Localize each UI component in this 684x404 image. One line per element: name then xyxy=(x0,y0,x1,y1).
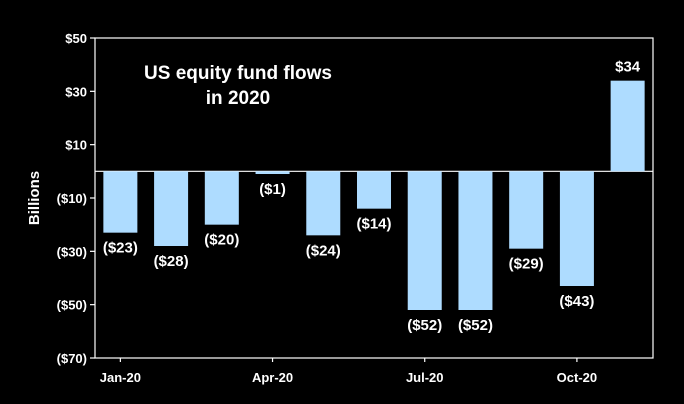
y-axis-title: Billions xyxy=(26,171,43,225)
y-tick-label: $30 xyxy=(65,84,87,99)
x-tick-label: Oct-20 xyxy=(557,370,597,385)
bar xyxy=(103,171,138,233)
x-tick-label: Apr-20 xyxy=(252,370,293,385)
data-label: ($14) xyxy=(356,216,391,233)
bar xyxy=(255,171,290,174)
bar xyxy=(204,171,239,225)
data-label: ($28) xyxy=(154,253,189,270)
data-label: ($43) xyxy=(559,293,594,310)
y-tick-label: ($30) xyxy=(57,244,87,259)
bar xyxy=(357,171,391,209)
y-tick-label: $50 xyxy=(65,31,87,46)
bar xyxy=(154,171,189,246)
data-label: $34 xyxy=(615,59,641,76)
y-tick-label: ($10) xyxy=(57,191,87,206)
y-tick-label: $10 xyxy=(65,138,87,153)
bar xyxy=(458,171,493,310)
y-axis-ticks: ($70) ($50) ($30) ($10) $10 $30 $50 xyxy=(57,31,95,366)
data-label: ($52) xyxy=(458,317,493,334)
y-tick-label: ($70) xyxy=(57,351,87,366)
chart-title-line-1: US equity fund flows xyxy=(144,63,332,84)
chart-title-line-2: in 2020 xyxy=(206,88,270,109)
x-tick-label: Jan-20 xyxy=(100,370,141,385)
data-label: ($24) xyxy=(306,242,341,259)
bar xyxy=(306,171,341,236)
bar xyxy=(610,80,645,172)
y-tick-label: ($50) xyxy=(57,298,87,313)
data-label: ($29) xyxy=(509,256,544,273)
data-label: ($20) xyxy=(204,232,239,249)
bar xyxy=(559,171,594,286)
bar xyxy=(407,171,442,310)
x-tick-label: Jul-20 xyxy=(406,370,444,385)
data-labels: ($23) ($28) ($20) ($1) ($24) ($14) ($52) ($52) (… xyxy=(103,59,641,334)
x-axis-ticks: Jan-20 Apr-20 Jul-20 Oct-20 xyxy=(100,358,597,385)
data-label: ($23) xyxy=(103,240,138,257)
data-label: ($1) xyxy=(259,181,286,198)
bars xyxy=(103,80,645,310)
bar xyxy=(509,171,544,249)
data-label: ($52) xyxy=(407,317,442,334)
